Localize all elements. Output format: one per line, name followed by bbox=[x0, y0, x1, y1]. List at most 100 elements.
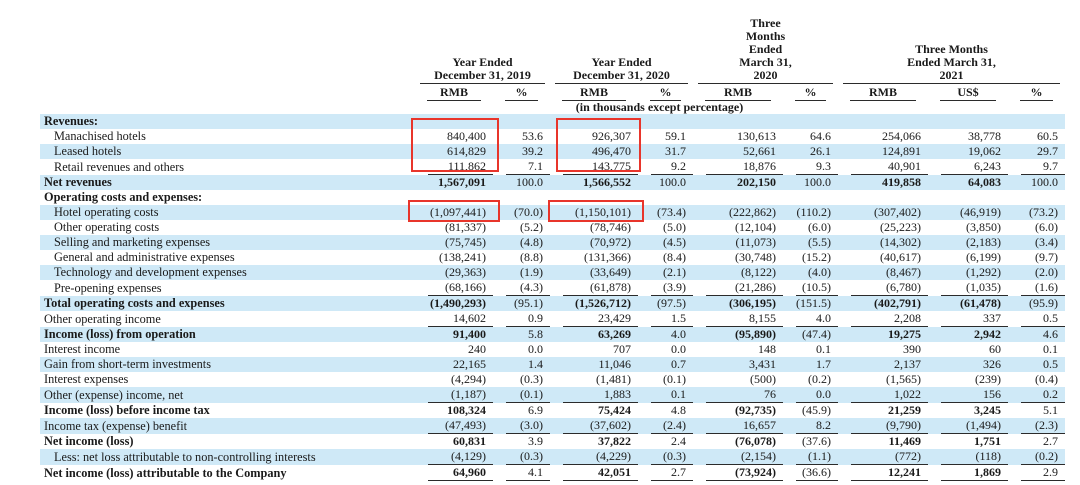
table-row: Income (loss) before income tax 108,324 6.… bbox=[40, 403, 1065, 418]
table-body: Revenues: Manachised hotels 840,400 53.6 926… bbox=[40, 114, 1066, 481]
row-label: Retail revenues and others bbox=[54, 160, 185, 174]
value-cell: 11,469 bbox=[888, 434, 921, 448]
value-cell: (6,199) bbox=[966, 250, 1001, 264]
value-cell: 11,046 bbox=[598, 357, 631, 371]
value-cell: 2.4 bbox=[671, 434, 686, 448]
value-cell: 8,155 bbox=[706, 311, 783, 327]
value-cell: 100.0 bbox=[1031, 175, 1059, 189]
value-cell: (1,035) bbox=[941, 280, 1008, 296]
value-cell: 1,567,091 bbox=[438, 175, 486, 189]
value-cell: 31.7 bbox=[665, 144, 686, 158]
value-cell: 1.5 bbox=[651, 311, 693, 327]
value-cell: 12,241 bbox=[851, 465, 928, 481]
value-cell: (75,745) bbox=[445, 235, 486, 249]
value-cell: 240 bbox=[468, 342, 486, 356]
financial-table: Year Ended December 31, 2019 Year Ended … bbox=[40, 4, 1066, 481]
value-cell: (5.5) bbox=[808, 235, 831, 249]
label-column-header bbox=[40, 4, 415, 84]
value-cell: 0.0 bbox=[796, 387, 838, 403]
row-label: Net revenues bbox=[44, 175, 112, 189]
table-row: Retail revenues and others 111,862 7.1 143,… bbox=[40, 159, 1066, 175]
value-cell: 0.5 bbox=[1043, 357, 1059, 371]
value-cell: 2,137 bbox=[894, 357, 921, 371]
value-cell: (61,478) bbox=[960, 296, 1001, 310]
value-cell: (0.1) bbox=[506, 387, 550, 403]
value-cell: 202,150 bbox=[737, 175, 776, 189]
value-cell: (33,649) bbox=[590, 265, 631, 279]
value-cell: 111,862 bbox=[428, 159, 493, 175]
value-cell: 2.9 bbox=[1021, 465, 1066, 481]
value-cell: (151.5) bbox=[796, 296, 831, 310]
value-cell: (2.3) bbox=[1021, 418, 1066, 434]
value-cell: (131,366) bbox=[584, 250, 631, 264]
table-row: Income (loss) from operation 91,400 5.8 63,… bbox=[40, 327, 1066, 342]
value-cell: (2.1) bbox=[663, 265, 686, 279]
value-cell: (4.5) bbox=[663, 235, 686, 249]
value-cell: (1,490,293) bbox=[430, 296, 486, 310]
value-cell: 840,400 bbox=[447, 129, 486, 143]
value-cell: 22,165 bbox=[453, 357, 486, 371]
value-cell: 39.2 bbox=[522, 144, 543, 158]
value-cell: (40,617) bbox=[880, 250, 921, 264]
value-cell: 4.0 bbox=[796, 311, 838, 327]
table-header: Year Ended December 31, 2019 Year Ended … bbox=[40, 4, 1065, 114]
column-group-3m-2020: Three Months Ended March 31, 2020 bbox=[693, 4, 838, 84]
row-label: Less: net loss attributable to non-contr… bbox=[54, 450, 316, 464]
value-cell: (1,565) bbox=[886, 372, 921, 386]
value-cell: (37,602) bbox=[563, 418, 638, 434]
value-cell: 64,083 bbox=[968, 175, 1001, 189]
value-cell: (2,183) bbox=[966, 235, 1001, 249]
value-cell: (8.4) bbox=[663, 250, 686, 264]
value-cell: (10.5) bbox=[796, 280, 838, 296]
value-cell: 1,022 bbox=[851, 387, 928, 403]
table-row: Interest expenses (4,294) (0.3) (1,481) (0.1… bbox=[40, 372, 1065, 387]
row-label: Hotel operating costs bbox=[54, 205, 159, 219]
value-cell: 3,431 bbox=[749, 357, 776, 371]
value-cell: 9.3 bbox=[796, 159, 838, 175]
column-group-title: Year Ended December 31, 2020 bbox=[555, 56, 688, 84]
table-row: Other operating income 14,602 0.9 23,429 1.5… bbox=[40, 311, 1066, 327]
value-cell: (61,878) bbox=[563, 280, 638, 296]
value-cell bbox=[796, 191, 838, 205]
row-label: Operating costs and expenses: bbox=[44, 190, 203, 204]
row-label: Selling and marketing expenses bbox=[54, 235, 211, 249]
row-label: Technology and development expenses bbox=[54, 265, 247, 279]
value-cell bbox=[428, 191, 493, 205]
value-cell: 38,778 bbox=[968, 129, 1001, 143]
row-label: Gain from short-term investments bbox=[44, 357, 211, 371]
value-cell: (1,494) bbox=[941, 418, 1008, 434]
value-cell: (0.2) bbox=[808, 372, 831, 386]
value-cell: 5.1 bbox=[1043, 403, 1059, 417]
table-row: Operating costs and expenses: bbox=[40, 190, 1065, 205]
value-cell: (6,780) bbox=[851, 280, 928, 296]
value-cell: (3.4) bbox=[1035, 235, 1059, 249]
value-cell: (1,097,441) bbox=[430, 205, 486, 219]
value-cell bbox=[563, 115, 638, 129]
value-cell bbox=[651, 115, 693, 129]
value-cell: 124,891 bbox=[882, 144, 921, 158]
table-row: Revenues: bbox=[40, 114, 1066, 129]
value-cell: 14,602 bbox=[428, 311, 493, 327]
value-cell: (37.6) bbox=[802, 434, 831, 448]
value-cell: (4.0) bbox=[808, 265, 831, 279]
value-cell: 0.0 bbox=[528, 342, 543, 356]
subheader-rmb: RMB bbox=[415, 84, 493, 101]
row-label: Pre-opening expenses bbox=[54, 281, 162, 295]
value-cell: (95.1) bbox=[514, 296, 543, 310]
value-cell: (25,223) bbox=[880, 220, 921, 234]
value-cell: (0.1) bbox=[663, 372, 686, 386]
value-cell: 42,051 bbox=[563, 465, 638, 481]
value-cell: 2,208 bbox=[851, 311, 928, 327]
value-cell: 52,661 bbox=[743, 144, 776, 158]
value-cell bbox=[941, 115, 1008, 129]
column-group-title: Three Months Ended March 31, 2020 bbox=[698, 17, 833, 84]
value-cell: (3.0) bbox=[506, 418, 550, 434]
value-cell: (78,746) bbox=[590, 220, 631, 234]
value-cell: (14,302) bbox=[880, 235, 921, 249]
value-cell: (5.2) bbox=[520, 220, 543, 234]
value-cell: (772) bbox=[851, 449, 928, 465]
value-cell: (15.2) bbox=[802, 250, 831, 264]
value-cell: 1,883 bbox=[563, 387, 638, 403]
value-cell: (4,294) bbox=[451, 372, 486, 386]
row-label: Other operating income bbox=[44, 312, 161, 326]
